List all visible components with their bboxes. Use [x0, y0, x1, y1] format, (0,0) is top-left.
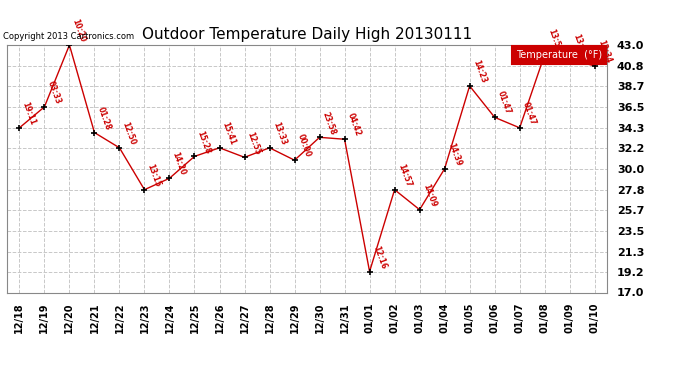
- Text: 13:33: 13:33: [270, 121, 288, 146]
- Text: 14:20: 14:20: [170, 151, 188, 177]
- Text: 12:55: 12:55: [246, 130, 262, 156]
- Text: 12:16: 12:16: [371, 244, 388, 270]
- Text: Copyright 2013 Cartronics.com: Copyright 2013 Cartronics.com: [3, 32, 135, 41]
- Text: 23:58: 23:58: [321, 110, 337, 136]
- Text: 19:11: 19:11: [21, 100, 37, 126]
- Text: 12:34: 12:34: [596, 39, 613, 64]
- Text: 14:09: 14:09: [421, 183, 437, 208]
- Text: 13:15: 13:15: [146, 163, 162, 188]
- Text: 15:28: 15:28: [196, 129, 213, 155]
- Text: 04:42: 04:42: [346, 112, 362, 138]
- Text: 00:00: 00:00: [296, 133, 313, 159]
- Text: 14:39: 14:39: [446, 142, 462, 167]
- Text: 14:57: 14:57: [396, 162, 413, 188]
- Text: 15:41: 15:41: [221, 121, 237, 146]
- Title: Outdoor Temperature Daily High 20130111: Outdoor Temperature Daily High 20130111: [142, 27, 472, 42]
- Text: 13:53: 13:53: [571, 32, 588, 58]
- Text: 03:33: 03:33: [46, 80, 62, 105]
- Text: 10:20: 10:20: [70, 18, 88, 44]
- Text: 01:28: 01:28: [96, 105, 112, 131]
- Text: 01:47: 01:47: [521, 100, 538, 126]
- Text: 13:53: 13:53: [546, 27, 562, 53]
- Text: 14:23: 14:23: [471, 59, 488, 84]
- Text: 01:47: 01:47: [496, 90, 513, 116]
- Text: 12:50: 12:50: [121, 121, 137, 146]
- Legend: Temperature  (°F): Temperature (°F): [512, 46, 607, 64]
